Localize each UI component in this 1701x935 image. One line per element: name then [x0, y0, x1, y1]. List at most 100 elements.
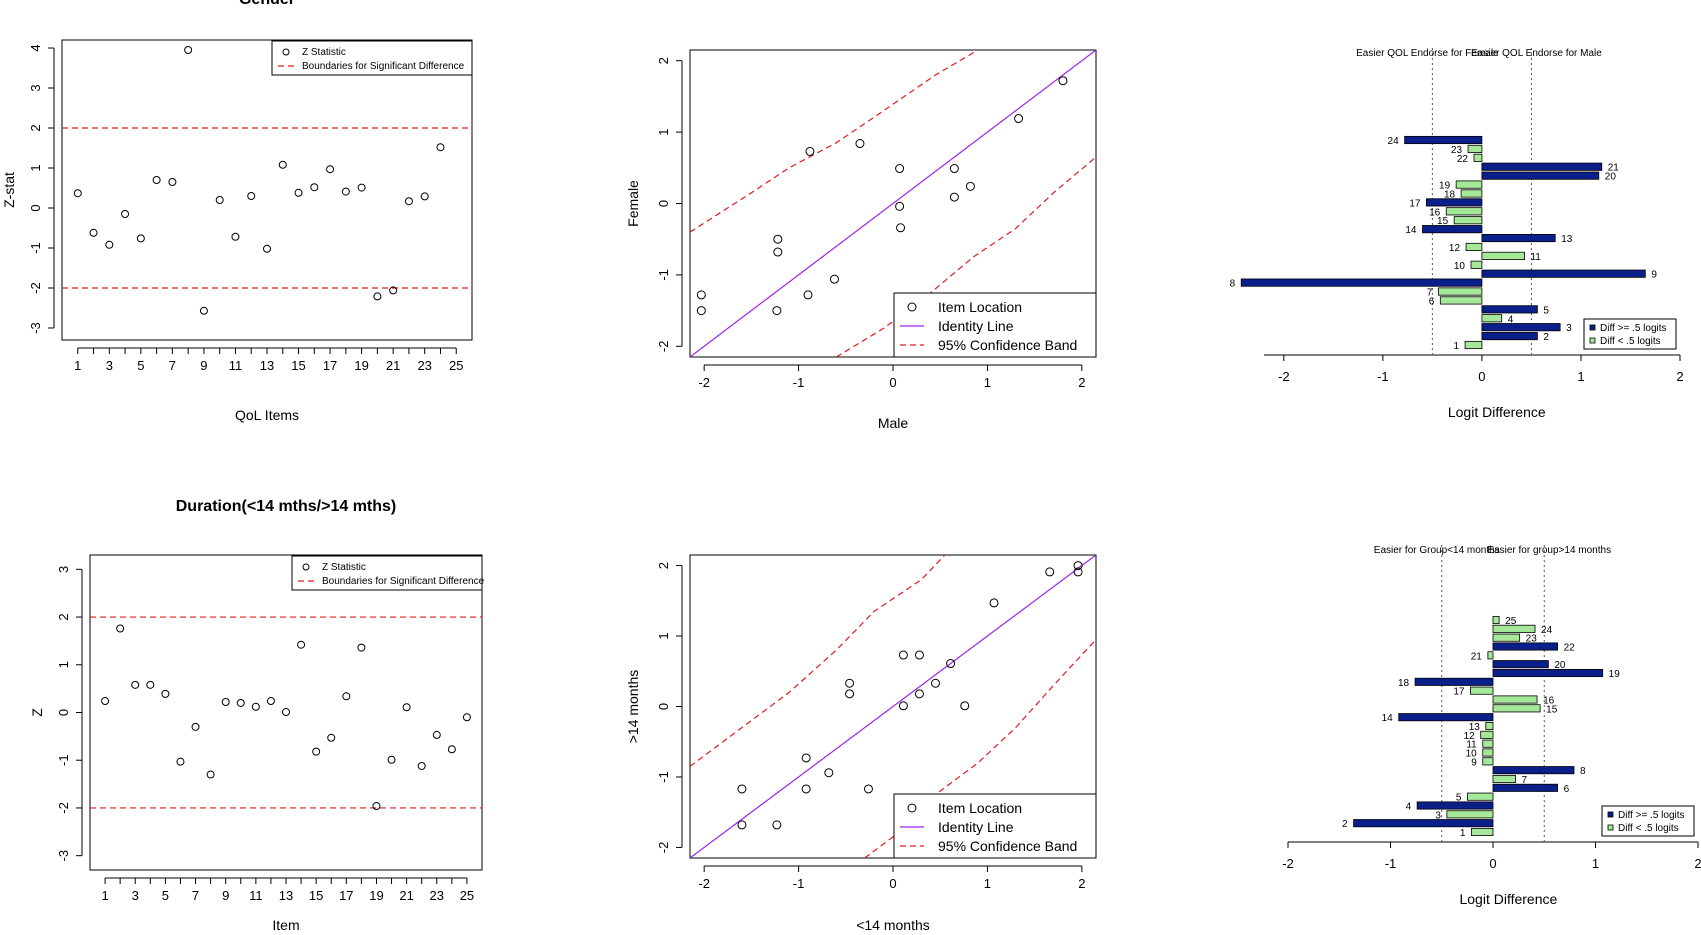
p2-legend-label: 95% Confidence Band — [938, 337, 1077, 353]
p3-bar-item-14 — [1422, 225, 1483, 234]
p6-bar-item-12 — [1480, 730, 1494, 739]
p2-point — [855, 139, 865, 149]
p6-bar-item-17 — [1470, 686, 1494, 695]
p3-x-tick-label: -2 — [1278, 369, 1290, 384]
p3-legend-label: Diff < .5 logits — [1600, 336, 1661, 347]
p3-bar-label: 16 — [1429, 207, 1441, 218]
p3-bar-item-15 — [1453, 216, 1483, 225]
p6-bar-label: 19 — [1609, 669, 1621, 680]
p4-y-tick-label: -3 — [56, 850, 71, 862]
p1-point — [373, 292, 382, 301]
p2-point — [696, 290, 706, 300]
p1-point — [73, 189, 82, 198]
p6-bar-label: 5 — [1456, 793, 1462, 804]
p1-point — [420, 192, 429, 201]
p4-point — [342, 692, 351, 701]
p6-bar-label: 4 — [1406, 802, 1412, 813]
p4-title: Duration(<14 mths/>14 mths) — [176, 498, 397, 515]
p2-plot-area — [690, 50, 1096, 357]
p5-point — [801, 784, 811, 794]
p4-point — [146, 680, 155, 689]
p2-point — [1058, 76, 1068, 86]
p6-x-tick-label: 2 — [1694, 856, 1701, 871]
p6-bar-label: 24 — [1541, 625, 1553, 636]
p2-x-label: Male — [878, 415, 909, 431]
p1-point — [263, 244, 271, 253]
p6-bar-item-18 — [1414, 677, 1494, 686]
p5-point — [914, 689, 924, 699]
p5-point — [824, 768, 834, 778]
p4-point — [297, 640, 306, 649]
p6-legend-label: Diff < .5 logits — [1618, 823, 1679, 834]
p5-point — [801, 753, 811, 763]
p1-legend-marker — [282, 48, 290, 56]
p4-legend-marker — [302, 563, 310, 571]
p3-bar-label: 9 — [1651, 270, 1657, 281]
p4-point — [447, 745, 456, 754]
p2-lower-confidence-band — [835, 156, 1096, 357]
p4-point — [432, 730, 441, 739]
p3-bar-label: 14 — [1405, 225, 1417, 236]
p2-y-tick-label: 0 — [656, 200, 671, 207]
p6-bar-item-1 — [1471, 827, 1494, 837]
p6-bar-label: 25 — [1505, 616, 1517, 627]
p2-point — [1014, 114, 1024, 124]
p4-point — [327, 733, 336, 742]
p6-x-tick-label: -2 — [1282, 856, 1294, 871]
p2-y-tick-label: 2 — [656, 57, 671, 64]
p4-x-tick-label: 23 — [430, 888, 444, 903]
p4-y-tick-label: 1 — [56, 661, 71, 668]
p4-x-tick-label: 5 — [162, 888, 169, 903]
p3-bar-item-23 — [1467, 144, 1483, 153]
p3-bar-item-1 — [1464, 340, 1483, 350]
p2-plot-box — [689, 49, 1097, 358]
p3-bar-item-18 — [1460, 189, 1483, 198]
p4-x-tick-label: 9 — [222, 888, 229, 903]
p1-y-tick-label: -3 — [28, 322, 43, 334]
p5-point — [898, 701, 908, 711]
p1-legend-label: Z Statistic — [302, 47, 346, 58]
p6-bar-item-4 — [1416, 801, 1494, 810]
p3-bar-item-5 — [1481, 305, 1538, 314]
p6-bar-label: 7 — [1522, 775, 1528, 786]
p2-point — [895, 201, 905, 211]
p2-x-tick-label: 2 — [1078, 375, 1085, 390]
p5-point — [914, 650, 924, 660]
p4-legend-label: Z Statistic — [322, 562, 366, 573]
p3-bar-item-20 — [1481, 171, 1600, 180]
p6-bar-item-9 — [1482, 757, 1494, 766]
p3-bar-item-11 — [1481, 251, 1525, 260]
p4-legend — [291, 555, 483, 591]
p2-x-tick-label: -1 — [793, 375, 805, 390]
p6-bar-label: 14 — [1382, 713, 1394, 724]
p4-y-tick-label: 3 — [56, 566, 71, 573]
p3-bar-label: 24 — [1388, 136, 1400, 147]
p5-legend — [893, 793, 1097, 859]
p4-x-tick-label: 21 — [399, 888, 413, 903]
p5-point — [1045, 567, 1055, 577]
p2-y-tick-label: -2 — [656, 341, 671, 353]
p6-x-tick-label: 1 — [1592, 856, 1599, 871]
p2-point — [773, 247, 783, 257]
p1-y-tick-label: 4 — [28, 44, 43, 51]
p3-bar-item-9 — [1481, 269, 1646, 278]
p5-y-tick-label: -1 — [656, 771, 671, 783]
p3-legend-swatch-large — [1589, 324, 1596, 331]
p5-legend-label: 95% Confidence Band — [938, 838, 1077, 854]
p5-point — [960, 701, 970, 711]
p1-point — [168, 178, 177, 186]
p4-x-tick-label: 7 — [192, 888, 199, 903]
p6-bar-item-25 — [1492, 615, 1500, 625]
p1-y-tick-label: 3 — [28, 84, 43, 91]
p2-legend-marker — [907, 302, 917, 312]
p3-bar-item-8 — [1240, 278, 1483, 287]
p5-point — [898, 650, 908, 660]
p3-bar-label: 12 — [1449, 243, 1461, 254]
p6-x-tick-label: -1 — [1385, 856, 1397, 871]
p1-y-tick-label: -1 — [28, 242, 43, 254]
p2-y-tick-label: 1 — [656, 128, 671, 135]
p5-x-tick-label: 1 — [984, 876, 991, 891]
p2-x-tick-label: -2 — [698, 375, 710, 390]
p4-y-tick-label: 2 — [56, 613, 71, 620]
p4-y-tick-label: 0 — [56, 709, 71, 716]
